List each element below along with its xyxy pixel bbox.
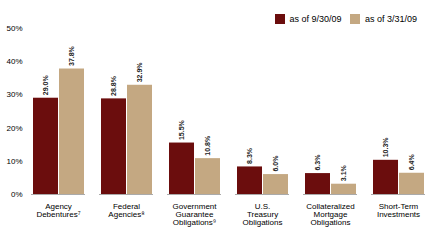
svg-text:CollateralizedMortgageObligati: CollateralizedMortgageObligations bbox=[306, 202, 354, 227]
svg-text:30%: 30% bbox=[6, 90, 22, 99]
svg-text:10%: 10% bbox=[6, 157, 22, 166]
svg-text:28.8%: 28.8% bbox=[110, 75, 117, 96]
svg-text:15.5%: 15.5% bbox=[178, 119, 185, 140]
svg-text:10.8%: 10.8% bbox=[204, 135, 211, 156]
html-text:as of 9/30/09: as of 9/30/09 bbox=[289, 13, 342, 24]
svg-text:8.3%: 8.3% bbox=[246, 147, 253, 164]
svg-text:6.3%: 6.3% bbox=[314, 154, 321, 171]
svg-text:GovernmentGuaranteeObligations: GovernmentGuaranteeObligations⁹ bbox=[172, 202, 217, 227]
svg-text:20%: 20% bbox=[6, 124, 22, 133]
svg-text:6.4%: 6.4% bbox=[408, 154, 415, 171]
svg-text:AgencyDebentures⁷: AgencyDebentures⁷ bbox=[36, 202, 80, 219]
html-text:as of 3/31/09: as of 3/31/09 bbox=[365, 13, 417, 24]
svg-text:Short-TermInvestments: Short-TermInvestments bbox=[377, 202, 420, 219]
svg-text:50%: 50% bbox=[6, 24, 22, 33]
svg-text:U.S.TreasuryObligations: U.S.TreasuryObligations bbox=[242, 202, 282, 227]
svg-text:3.1%: 3.1% bbox=[340, 164, 347, 181]
svg-text:0%: 0% bbox=[11, 190, 23, 199]
svg-text:FederalAgencies⁸: FederalAgencies⁸ bbox=[108, 202, 144, 219]
svg-text:32.9%: 32.9% bbox=[136, 62, 143, 83]
svg-text:40%: 40% bbox=[6, 57, 22, 66]
svg-text:29.0%: 29.0% bbox=[42, 75, 49, 96]
svg-text:37.8%: 37.8% bbox=[68, 45, 75, 66]
svg-text:10.3%: 10.3% bbox=[382, 137, 389, 158]
svg-text:6.0%: 6.0% bbox=[272, 155, 279, 172]
